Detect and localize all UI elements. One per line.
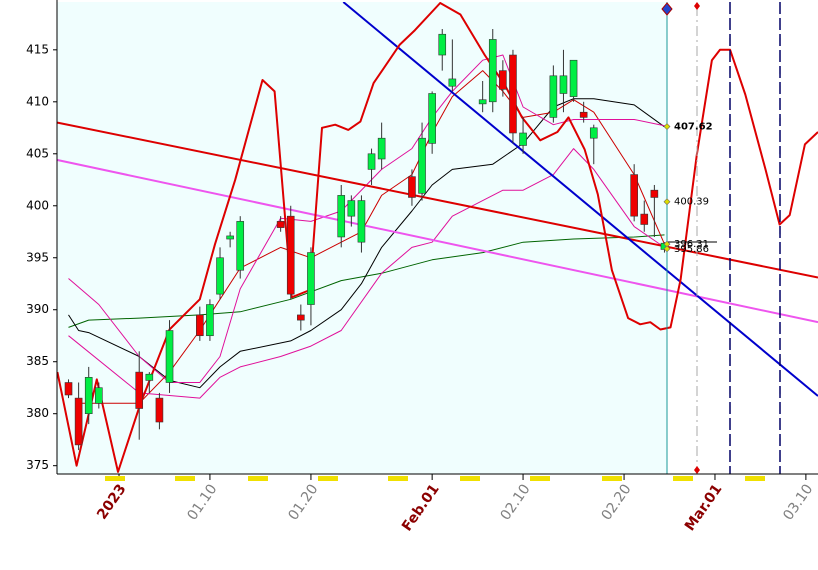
- candle-body: [276, 221, 285, 228]
- candle-body: [428, 93, 436, 144]
- candle-layer: [64, 29, 669, 451]
- candle-body: [297, 314, 305, 321]
- overlay-line: [68, 234, 665, 328]
- weekend-marker: [460, 476, 480, 481]
- y-tick-label: 405: [26, 146, 49, 160]
- candle-body: [579, 111, 588, 118]
- candle-body: [145, 373, 154, 381]
- candle-body: [226, 235, 234, 240]
- candle-body: [216, 257, 224, 295]
- candle-body: [509, 54, 517, 134]
- candle-body: [347, 200, 356, 217]
- marker-diamond: [694, 466, 700, 474]
- y-tick-label: 415: [26, 42, 49, 56]
- annotation-label: 407.62: [674, 122, 713, 133]
- candle-body: [630, 174, 638, 217]
- candle-body: [640, 213, 649, 225]
- x-tick-label: 2023: [94, 481, 129, 522]
- candle-body: [135, 371, 144, 409]
- candle-body: [64, 382, 73, 396]
- candle-body: [650, 189, 659, 198]
- weekend-marker: [388, 476, 408, 481]
- weekend-marker: [318, 476, 338, 481]
- weekend-marker: [530, 476, 550, 481]
- candle-body: [155, 397, 164, 423]
- annotation-label: 400.39: [674, 197, 709, 208]
- candle-body: [286, 215, 295, 295]
- candle-body: [448, 78, 457, 87]
- candle-body: [499, 70, 507, 90]
- candle-body: [196, 314, 204, 337]
- candle-body: [84, 377, 93, 415]
- y-tick-label: 395: [26, 250, 49, 264]
- overlay-line: [57, 121, 818, 279]
- y-tick-label: 380: [26, 406, 49, 420]
- weekend-marker: [673, 476, 693, 481]
- x-tick-label: 01.20: [285, 481, 321, 523]
- candle-body: [337, 195, 346, 238]
- candle-body: [206, 304, 214, 337]
- y-tick-label: 400: [26, 198, 49, 212]
- candle-body: [478, 99, 487, 105]
- marker-diamond: [694, 2, 700, 10]
- candle-body: [95, 387, 103, 404]
- annotation-marker: [663, 198, 671, 206]
- date-markers: [661, 2, 781, 474]
- x-tick-label: 02.20: [599, 481, 635, 523]
- weekend-markers: [105, 476, 765, 481]
- overlay-line: [57, 159, 818, 324]
- overlay-line: [68, 148, 665, 399]
- candle-body: [549, 75, 558, 118]
- y-tick-label: 390: [26, 302, 49, 316]
- weekend-marker: [175, 476, 195, 481]
- candle-body: [367, 153, 376, 170]
- x-tick-label: 02.10: [498, 481, 534, 523]
- candle-body: [519, 132, 527, 146]
- x-tick-label: 03.10: [780, 481, 816, 523]
- overlay-line: [68, 54, 665, 383]
- candle-body: [165, 330, 174, 383]
- candle-body: [418, 137, 426, 194]
- overlay-line: [68, 98, 665, 389]
- y-tick-label: 385: [26, 354, 49, 368]
- weekend-marker: [248, 476, 268, 481]
- candle-body: [74, 397, 83, 446]
- y-tick-label: 410: [26, 94, 49, 108]
- weekend-marker: [105, 476, 125, 481]
- candle-body: [488, 39, 497, 103]
- annotation-marker: [663, 245, 671, 253]
- candle-body: [589, 127, 598, 139]
- candle-body: [377, 137, 386, 160]
- x-tick-label: 01.10: [184, 481, 220, 523]
- weekend-marker: [745, 476, 765, 481]
- candle-body: [307, 252, 315, 305]
- candle-body: [438, 33, 447, 56]
- candle-body: [408, 176, 416, 198]
- x-tick-label: Feb.01: [399, 481, 443, 534]
- candle-body: [559, 75, 568, 94]
- annotation-marker: [663, 123, 671, 130]
- candle-body: [357, 200, 366, 243]
- forecast-background: [667, 2, 818, 474]
- annotation-label: 396.31: [674, 239, 709, 250]
- annotation-label: 395.86: [674, 244, 709, 255]
- candle-body: [236, 221, 245, 271]
- marker-diamond: [661, 2, 673, 16]
- y-tick-label: 375: [26, 458, 49, 472]
- weekend-marker: [602, 476, 622, 481]
- overlay-line: [342, 2, 818, 397]
- x-tick-label: Mar.01: [682, 481, 726, 534]
- candle-body: [569, 59, 578, 97]
